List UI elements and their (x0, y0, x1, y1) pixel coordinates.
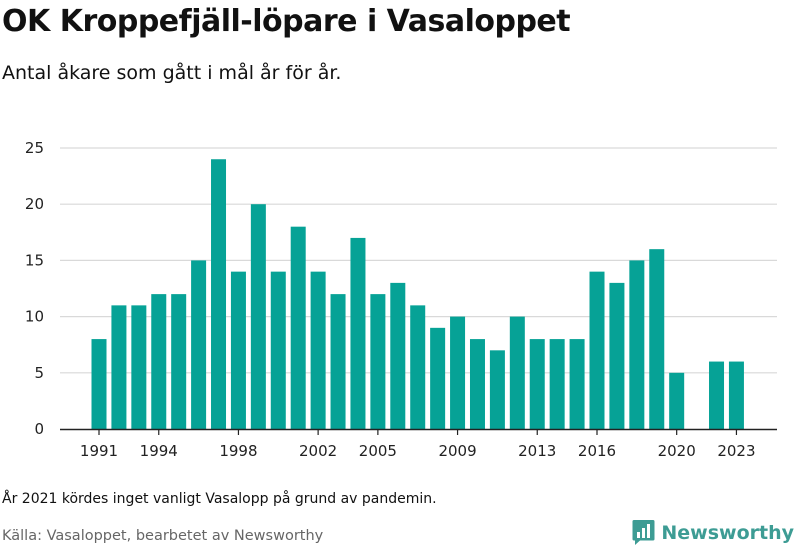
x-tick-label: 2005 (359, 442, 397, 460)
bar-2023 (728, 361, 744, 429)
bar-1996 (191, 260, 207, 429)
bar-1994 (151, 294, 167, 429)
brand: Newsworthy (632, 519, 794, 546)
x-tick-label: 1998 (219, 442, 257, 460)
chart-title: OK Kroppefjäll-löpare i Vasaloppet (2, 4, 571, 39)
bars (91, 159, 744, 430)
bar-1995 (171, 294, 187, 429)
y-axis-labels: 0 5 10 15 20 25 (25, 139, 44, 438)
bar-2003 (330, 294, 346, 429)
bar-1997 (211, 159, 227, 430)
bar-2022 (709, 361, 725, 429)
footnote: År 2021 kördes inget vanligt Vasalopp på… (2, 491, 437, 507)
bar-1991 (91, 339, 107, 429)
y-tick-label: 5 (34, 364, 44, 382)
bar-2011 (489, 350, 505, 429)
x-tick-label: 2023 (717, 442, 755, 460)
bar-2014 (549, 339, 565, 429)
y-tick-label: 20 (25, 195, 44, 213)
chart-subtitle: Antal åkare som gått i mål år för år. (2, 62, 342, 84)
brand-name: Newsworthy (661, 521, 794, 544)
bar-2004 (350, 237, 366, 429)
bar-2019 (649, 249, 665, 429)
bar-chart: 0 5 10 15 20 25 1991 1994 1998 2002 2005 2009 2013 2… (25, 139, 777, 460)
bar-1998 (230, 271, 246, 429)
bar-2005 (370, 294, 386, 429)
x-axis-labels: 1991 1994 1998 2002 2005 2009 2013 2016 2020 2023 (80, 442, 756, 460)
bar-2001 (290, 226, 306, 429)
y-tick-label: 0 (34, 420, 44, 438)
y-tick-label: 15 (25, 251, 44, 269)
bar-2013 (529, 339, 545, 429)
x-tick-label: 1994 (140, 442, 178, 460)
x-tick-label: 2016 (578, 442, 616, 460)
source-note: Källa: Vasaloppet, bearbetet av Newswort… (2, 528, 324, 544)
x-tick-label: 2013 (518, 442, 556, 460)
bar-2010 (469, 339, 485, 429)
bar-2006 (390, 282, 406, 429)
x-tick-label: 2020 (658, 442, 696, 460)
bar-1993 (131, 305, 147, 429)
x-tick-label: 2009 (438, 442, 476, 460)
bar-1999 (250, 204, 266, 429)
bar-2018 (629, 260, 645, 429)
bar-2002 (310, 271, 326, 429)
newsworthy-logo-icon (632, 519, 655, 546)
bar-2017 (609, 282, 625, 429)
bar-2000 (270, 271, 286, 429)
bar-2012 (509, 316, 525, 429)
bar-2015 (569, 339, 585, 429)
bar-1992 (111, 305, 127, 429)
x-tick-label: 2002 (299, 442, 337, 460)
bar-2009 (450, 316, 466, 429)
x-axis (60, 428, 777, 435)
y-tick-label: 25 (25, 139, 44, 157)
bar-2007 (410, 305, 426, 429)
y-tick-label: 10 (25, 308, 44, 326)
bar-2016 (589, 271, 605, 429)
bar-2008 (430, 327, 446, 429)
x-tick-label: 1991 (80, 442, 118, 460)
bar-2020 (669, 372, 685, 429)
